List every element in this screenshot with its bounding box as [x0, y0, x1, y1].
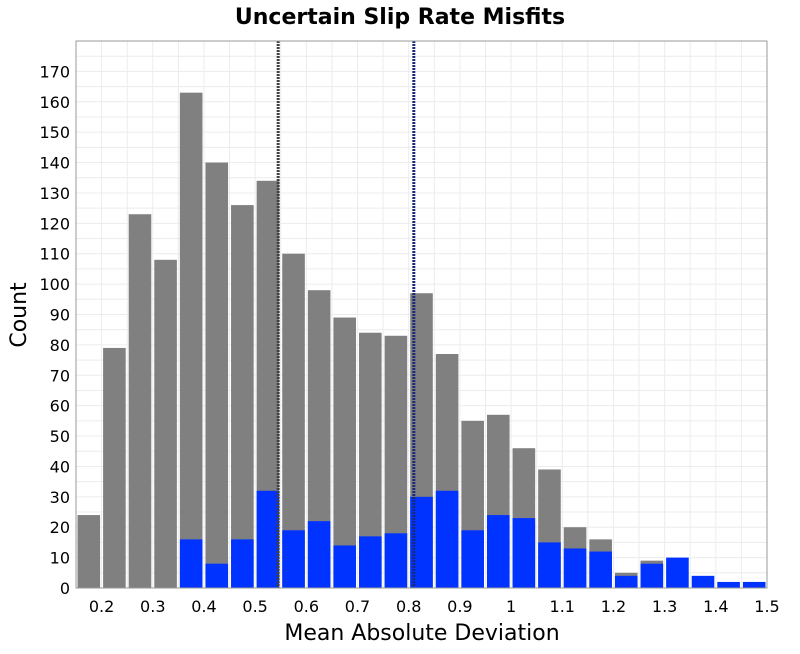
x-tick-label: 1.2 [601, 597, 626, 616]
blue-bar [307, 521, 331, 588]
blue-bar [589, 551, 612, 588]
y-tick-label: 140 [39, 154, 70, 173]
blue-bar [742, 581, 766, 588]
y-tick-label: 60 [50, 397, 70, 416]
gray-bar [231, 205, 254, 588]
gray-bar [205, 162, 229, 589]
blue-bar [205, 563, 229, 588]
y-tick-label: 150 [39, 123, 70, 142]
chart-title: Uncertain Slip Rate Misfits [235, 5, 565, 30]
bars [77, 92, 766, 589]
blue-bar [640, 563, 664, 588]
blue-bar [231, 539, 254, 588]
x-tick-label: 1.1 [550, 597, 575, 616]
gray-bar [384, 335, 408, 588]
x-axis-label: Mean Absolute Deviation [284, 621, 559, 646]
y-tick-label: 100 [39, 275, 70, 294]
x-tick-label: 1.4 [703, 597, 728, 616]
blue-bar [256, 490, 280, 588]
y-tick-label: 80 [50, 336, 70, 355]
y-tick-label: 120 [39, 214, 70, 233]
x-tick-label: 0.6 [294, 597, 319, 616]
y-tick-label: 50 [50, 427, 70, 446]
blue-bar [435, 490, 459, 588]
gray-bar [179, 92, 203, 589]
blue-bar [410, 496, 433, 588]
blue-bar [384, 533, 408, 588]
x-tick-label: 0.3 [140, 597, 165, 616]
y-tick-label: 170 [39, 62, 70, 81]
gray-bar [359, 332, 382, 588]
blue-bar [461, 530, 484, 588]
gray-bar [128, 214, 152, 588]
y-tick-label: 40 [50, 457, 70, 476]
blue-bar [563, 548, 587, 588]
gray-bar [154, 259, 177, 588]
x-tick-label: 0.9 [447, 597, 472, 616]
blue-bar [486, 515, 510, 588]
blue-bar [691, 575, 715, 588]
x-tick-label: 0.8 [396, 597, 421, 616]
blue-bar [666, 557, 689, 588]
blue-bar [282, 530, 305, 588]
gray-bar [256, 180, 280, 589]
gray-bar [282, 253, 305, 588]
y-axis-label: Count [7, 282, 32, 348]
blue-bar [359, 536, 382, 588]
y-tick-label: 0 [60, 579, 70, 598]
y-tick-label: 20 [50, 518, 70, 537]
plot-area [75, 40, 768, 589]
y-tick-label: 70 [50, 366, 70, 385]
blue-bar [512, 518, 536, 588]
blue-bar [538, 542, 561, 588]
tick-labels: 0 10 20 30 40 50 60 70 80 90 100 110 120 130 140 150 160… [39, 62, 779, 616]
gray-bar [333, 317, 357, 588]
reference-lines [276, 41, 416, 588]
x-tick-label: 0.4 [191, 597, 216, 616]
x-tick-label: 1.5 [754, 597, 779, 616]
x-tick-label: 1.3 [652, 597, 677, 616]
y-tick-label: 30 [50, 488, 70, 507]
x-tick-label: 0.2 [89, 597, 114, 616]
gray-bar [307, 290, 331, 588]
y-tick-label: 160 [39, 93, 70, 112]
y-tick-label: 90 [50, 306, 70, 325]
x-tick-label: 0.7 [345, 597, 370, 616]
gray-bar [103, 347, 126, 588]
blue-bar [179, 539, 203, 588]
gray-bar [77, 515, 101, 588]
y-tick-label: 130 [39, 184, 70, 203]
y-tick-label: 10 [50, 549, 70, 568]
blue-bar [717, 581, 740, 588]
blue-bar [333, 545, 357, 588]
x-tick-label: 1 [506, 597, 516, 616]
blue-bar [614, 575, 638, 588]
y-tick-label: 110 [39, 245, 70, 264]
x-tick-label: 0.5 [242, 597, 267, 616]
